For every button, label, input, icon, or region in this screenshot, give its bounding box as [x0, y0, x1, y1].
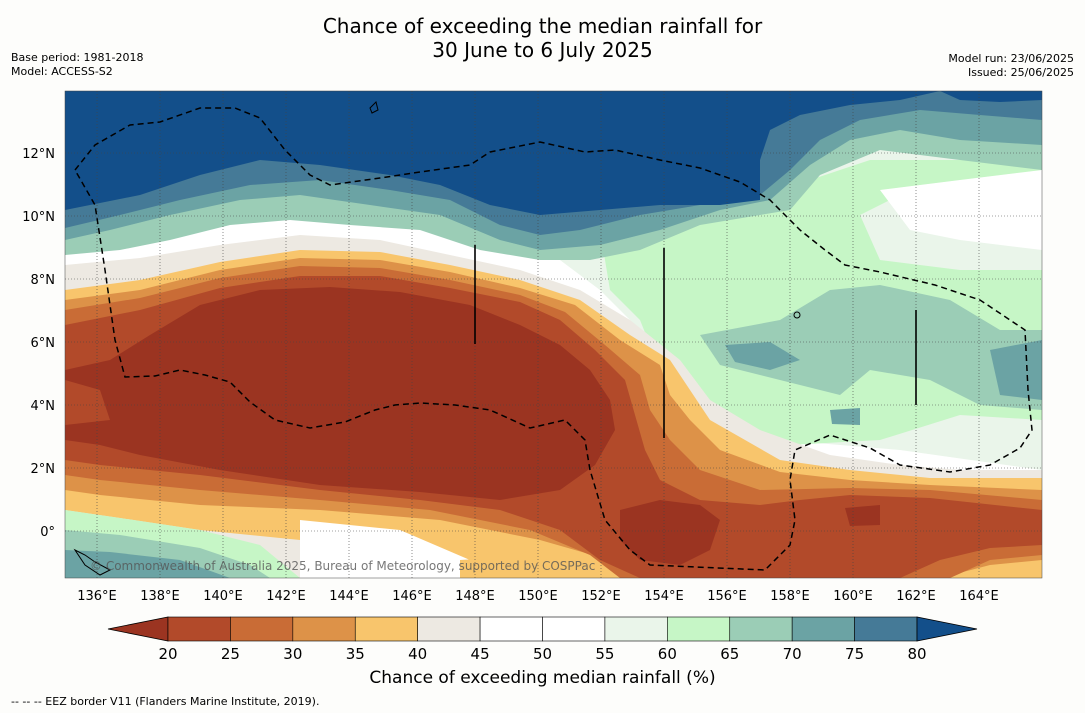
colorbar-tick-label: 40: [408, 645, 427, 663]
teal-75-zone-b: [990, 340, 1042, 400]
colorbar-box: [729, 616, 793, 642]
colorbar-tick-label: 20: [158, 645, 177, 663]
brown-25-west-coast: [65, 380, 110, 425]
colorbar-tick-label: 70: [783, 645, 802, 663]
colorbar-tick-label: 80: [907, 645, 926, 663]
colorbar-tick-label: 35: [346, 645, 365, 663]
lon-label-140: 140°E: [203, 589, 243, 604]
yellow-south-zone: [460, 555, 575, 578]
colorbar-arrow-low: [107, 616, 169, 642]
lon-label-164: 164°E: [959, 589, 999, 604]
colorbar-box: [854, 616, 918, 642]
lon-label-144: 144°E: [329, 589, 369, 604]
eez-footnote: -- -- -- EEZ border V11 (Flanders Marine…: [11, 695, 320, 708]
lon-label-158: 158°E: [770, 589, 810, 604]
meta-left: Base period: 1981-2018 Model: ACCESS-S2: [11, 51, 143, 79]
colorbar-tick-label: 25: [221, 645, 240, 663]
copyright-text: © Commonwealth of Australia 2025, Bureau…: [90, 559, 595, 573]
colorbar-box: [667, 616, 731, 642]
colorbar-box: [417, 616, 481, 642]
lon-label-148: 148°E: [455, 589, 495, 604]
teal-70-zone-a: [700, 285, 1042, 410]
meta-right: Model run: 23/06/2025 Issued: 25/06/2025: [948, 52, 1074, 80]
lat-label-4: 4°N: [31, 399, 56, 414]
colorbar-tick-label: 45: [471, 645, 490, 663]
teal-75-zone-a: [725, 342, 800, 370]
colorbar-tick-label: 55: [595, 645, 614, 663]
colorbar-label: Chance of exceeding median rainfall (%): [369, 668, 716, 688]
brown-20-zone: [65, 287, 615, 500]
white-55-zone: [880, 170, 1042, 250]
lat-label-6: 6°N: [31, 336, 56, 351]
colorbar-box: [479, 616, 543, 642]
colorbar-tick-label: 60: [658, 645, 677, 663]
brown-20-zone-b: [620, 500, 720, 565]
colorbar-tick-label: 65: [720, 645, 739, 663]
model-name: Model: ACCESS-S2: [11, 65, 113, 78]
colorbar-box: [167, 616, 231, 642]
lat-axis: 12°N 10°N 8°N 6°N 4°N 2°N 0°: [22, 147, 55, 540]
lon-label-160: 160°E: [833, 589, 873, 604]
title-line-2: 30 June to 6 July 2025: [432, 38, 653, 62]
blue-north-max-b: [940, 91, 1042, 102]
colorbar-tick-label: 50: [533, 645, 552, 663]
island-guam: [369, 101, 379, 114]
teal-75-zone-c: [830, 408, 860, 425]
colorbar-box: [791, 616, 855, 642]
colorbar-box: [230, 616, 294, 642]
colorbar-tick-label: 30: [283, 645, 302, 663]
lon-label-138: 138°E: [140, 589, 180, 604]
lon-label-162: 162°E: [896, 589, 936, 604]
blue-north-max: [65, 91, 940, 215]
colorbar-box: [604, 616, 668, 642]
graticule: [65, 91, 1042, 578]
lon-label-142: 142°E: [266, 589, 306, 604]
lon-label-152: 152°E: [581, 589, 621, 604]
title-line-1: Chance of exceeding the median rainfall …: [322, 14, 763, 38]
colorbar-box: [292, 616, 356, 642]
map-frame: [64, 90, 1043, 579]
colorbar-tick-label: 75: [845, 645, 864, 663]
lon-label-150: 150°E: [518, 589, 558, 604]
lon-axis: 136°E 138°E 140°E 142°E 144°E 146°E 148°…: [77, 589, 999, 604]
lat-label-12: 12°N: [22, 147, 55, 162]
lat-label-8: 8°N: [31, 273, 56, 288]
lat-label-2: 2°N: [31, 462, 56, 477]
lat-label-10: 10°N: [22, 210, 55, 225]
lon-label-156: 156°E: [707, 589, 747, 604]
island-pohnpei: [793, 311, 801, 319]
lon-label-154: 154°E: [644, 589, 684, 604]
lon-label-146: 146°E: [392, 589, 432, 604]
map-title: Chance of exceeding the median rainfall …: [0, 14, 1085, 62]
lat-label-0: 0°: [40, 525, 55, 540]
white-south-zone: [300, 520, 500, 578]
teal-sw-zone-b: [65, 550, 230, 578]
colorbar-arrow-high: [916, 616, 978, 642]
rainfall-field: [65, 91, 1042, 578]
model-run: Model run: 23/06/2025: [948, 52, 1074, 65]
lon-label-136: 136°E: [77, 589, 117, 604]
colorbar-box: [354, 616, 418, 642]
colorbar-box: [542, 616, 606, 642]
base-period: Base period: 1981-2018: [11, 51, 144, 64]
issued-date: Issued: 25/06/2025: [967, 66, 1074, 79]
colorbar: 20 25 30 35 40 45 50 55 60 65 70 75 80: [107, 616, 978, 663]
brown-20-zone-c: [845, 505, 880, 526]
island-png-coast: [73, 548, 112, 576]
